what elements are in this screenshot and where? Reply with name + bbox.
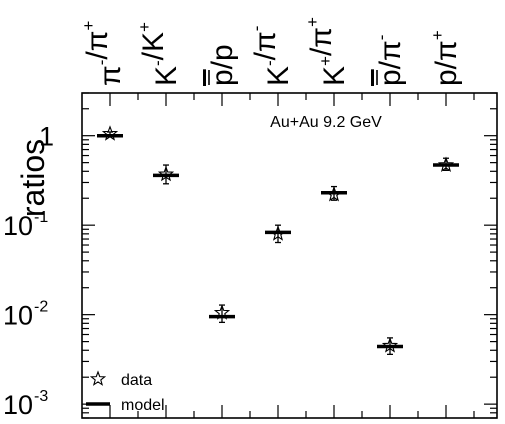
data-point-star (269, 225, 287, 241)
category-numerator-charge: - (148, 60, 167, 66)
category-label-text: K+/π+ (303, 17, 351, 86)
plot-frame (81, 92, 498, 419)
category-label-text: π-/π+ (79, 21, 127, 86)
category-label: π-/π+ (79, 21, 127, 86)
category-slash: / (81, 51, 114, 60)
data-point-star (325, 185, 343, 202)
category-denominator: π (305, 27, 338, 48)
category-slash: / (305, 47, 338, 56)
category-denominator-charge: + (303, 17, 322, 27)
category-slash: / (206, 60, 239, 69)
y-tick-label-base: 10 (3, 211, 33, 241)
category-denominator-charge: - (247, 26, 266, 32)
legend-model-label: model (121, 397, 165, 414)
y-tick-labels: 110-110-210-3 (3, 122, 54, 420)
category-label-text: p/π- (372, 35, 407, 86)
category-label-text: K-/π- (247, 26, 295, 86)
category-numerator-charge: + (316, 56, 335, 66)
legend-data-marker (89, 370, 107, 386)
legend-data-label: data (121, 372, 152, 389)
category-numerator: K (150, 66, 183, 86)
y-tick-label-exponent: -1 (34, 209, 48, 226)
category-denominator: π (430, 40, 463, 61)
category-numerator-charge: - (260, 60, 279, 66)
category-numerator-charge: - (92, 60, 111, 66)
category-label-text: p/π+ (428, 30, 463, 86)
data-point-star (213, 304, 231, 320)
category-label: p/π+ (428, 30, 463, 86)
category-slash: / (137, 51, 170, 60)
category-denominator-charge: + (135, 22, 154, 32)
category-denominator: π (374, 40, 407, 61)
plot-border (81, 92, 498, 419)
data-marks (97, 125, 459, 356)
category-slash: / (430, 60, 463, 69)
y-tick-label: 1 (39, 122, 54, 152)
category-numerator: K (318, 66, 351, 86)
category-denominator: π (81, 31, 114, 52)
category-label: p/π- (372, 35, 407, 86)
category-numerator: K (262, 66, 295, 86)
y-tick-label-exponent: -2 (34, 299, 48, 316)
y-tick-label-exponent: -3 (34, 388, 48, 405)
y-tick-label-base: 10 (3, 390, 33, 420)
data-point-star (381, 337, 399, 353)
category-numerator: p (206, 69, 239, 86)
data-point-star (101, 125, 119, 141)
category-denominator: p (206, 44, 239, 61)
y-tick-label-base: 10 (3, 301, 33, 331)
category-label-text: K-/K+ (135, 22, 183, 86)
category-denominator: K (137, 32, 170, 52)
category-numerator: p (430, 69, 463, 86)
data-point-star (437, 156, 455, 172)
category-denominator: π (249, 31, 282, 52)
category-numerator: p (374, 69, 407, 86)
category-labels: π-/π+K-/K+p/pK-/π-K+/π+p/π-p/π+ (79, 17, 463, 86)
category-label: K-/K+ (135, 22, 183, 86)
category-denominator-charge: + (428, 30, 447, 40)
category-label-text: p/p (206, 44, 239, 86)
energy-annotation: Au+Au 9.2 GeV (270, 114, 382, 131)
data-point-star (157, 165, 175, 182)
category-denominator-charge: - (372, 35, 391, 41)
category-slash: / (374, 60, 407, 69)
y-axis-label: ratios (15, 139, 51, 217)
category-numerator: π (94, 65, 127, 86)
category-slash: / (249, 51, 282, 60)
legend: data model (86, 370, 165, 414)
category-label: K+/π+ (303, 17, 351, 86)
category-denominator-charge: + (79, 21, 98, 31)
category-label: p/p (206, 44, 239, 86)
category-label: K-/π- (247, 26, 295, 86)
